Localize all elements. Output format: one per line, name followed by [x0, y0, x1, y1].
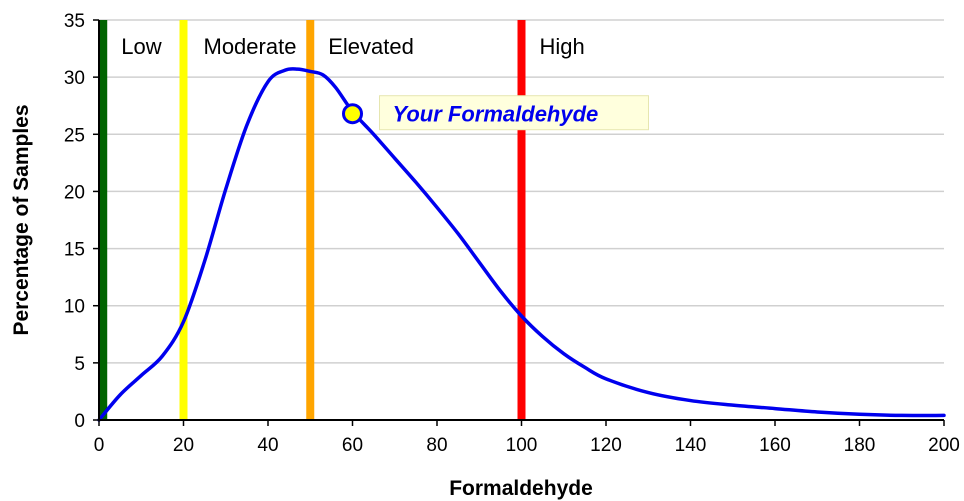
x-tick-label-60: 60 — [342, 435, 363, 456]
x-tick-label-200: 200 — [928, 435, 960, 456]
x-tick-label-120: 120 — [590, 435, 622, 456]
y-tick-label-15: 15 — [64, 240, 85, 261]
axes — [93, 19, 945, 426]
zone-label-elevated: Elevated — [328, 34, 414, 59]
marker-point — [342, 103, 363, 125]
x-tick-label-100: 100 — [506, 435, 538, 456]
x-axis-title: Formaldehyde — [449, 477, 593, 500]
series-line-0 — [97, 67, 946, 422]
marker: Your Formaldehyde — [342, 95, 649, 131]
x-tick-label-80: 80 — [426, 435, 447, 456]
zone-labels: Low Moderate Elevated High — [121, 34, 585, 59]
x-tick-label-160: 160 — [759, 435, 791, 456]
y-tick-label-0: 0 — [74, 411, 85, 432]
y-tick-label-25: 25 — [64, 125, 85, 146]
marker-label: Your Formaldehyde — [393, 102, 599, 127]
series — [97, 67, 946, 422]
y-tick-label-5: 5 — [74, 354, 85, 375]
x-tick-label-20: 20 — [173, 435, 194, 456]
y-tick-label-10: 10 — [64, 297, 85, 318]
x-tick-label-0: 0 — [94, 435, 105, 456]
zone-label-low: Low — [121, 34, 161, 59]
y-tick-label-30: 30 — [64, 68, 85, 89]
threshold-lines — [99, 20, 526, 420]
zone-label-high: High — [540, 34, 585, 59]
x-tick-label-40: 40 — [257, 435, 278, 456]
x-tick-label-180: 180 — [844, 435, 876, 456]
y-axis-title: Percentage of Samples — [10, 104, 33, 335]
marker-label-background — [379, 95, 649, 131]
y-tick-label-35: 35 — [64, 11, 85, 32]
tick-labels: 0 20 40 60 80 100 120 140 160 180 200 0 5 10 15 20 25 30 3… — [64, 11, 960, 456]
y-tick-label-20: 20 — [64, 182, 85, 203]
x-tick-label-140: 140 — [675, 435, 707, 456]
zone-label-moderate: Moderate — [204, 34, 297, 59]
